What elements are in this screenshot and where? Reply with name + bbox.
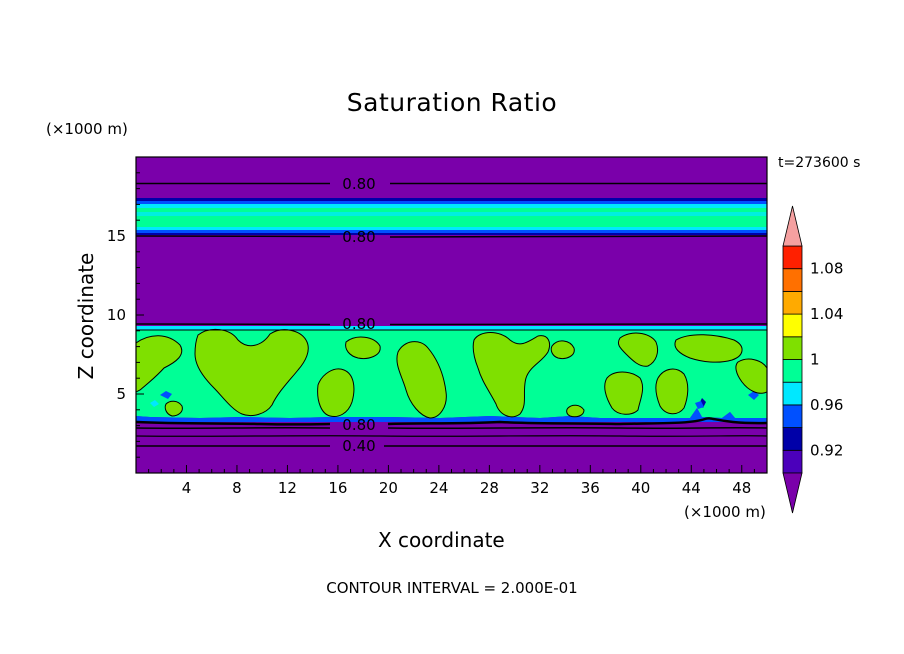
cloud-artifact-2 — [150, 400, 159, 407]
contour-label-4: 0.80 — [342, 416, 375, 434]
cloud-artifact-3 — [748, 391, 759, 400]
contour-line-z9 — [136, 323, 767, 326]
x-tick-label: 40 — [631, 479, 650, 497]
cloud-cell-4 — [345, 336, 381, 359]
contour-label-3: 0.80 — [342, 315, 375, 333]
cloud-cells — [136, 328, 767, 419]
x-tick-label: 32 — [530, 479, 549, 497]
colorbar-tick-label: 1 — [810, 351, 820, 369]
colorbar-tick-label: 1.08 — [810, 260, 843, 278]
cloud-cell-7 — [550, 340, 575, 359]
x-axis-ticks: 4 8 12 16 20 24 28 32 36 40 44 48 — [148, 465, 755, 497]
cloud-cell-2 — [194, 328, 309, 417]
x-tick-label: 20 — [379, 479, 398, 497]
x-tick-label: 8 — [232, 479, 242, 497]
colorbar-under-triangle — [782, 472, 803, 514]
colorbar-segment — [782, 290, 803, 315]
lower-dry-zone — [136, 422, 767, 473]
x-tick-label: 16 — [328, 479, 347, 497]
cloud-cell-6 — [472, 332, 551, 418]
cloud-layer-top-edge — [136, 326, 767, 330]
contour-lines — [136, 182, 767, 447]
cloud-artifact-1 — [160, 391, 172, 399]
cloud-cell-5 — [396, 341, 447, 419]
cloud-layer-bottom-edge — [136, 408, 767, 422]
cloud-cell-11 — [674, 334, 743, 363]
contour-fill-layers — [136, 157, 767, 473]
colorbar-segment — [782, 427, 803, 451]
y-tick-label: 10 — [107, 306, 126, 324]
cloud-cell-10 — [655, 368, 689, 415]
colorbar-segment — [782, 359, 803, 383]
x-tick-label: 36 — [581, 479, 600, 497]
colorbar-tick-label: 1.04 — [810, 305, 843, 323]
x-axis-unit: (×1000 m) — [684, 503, 766, 521]
cloud-cell-3 — [317, 368, 355, 417]
colorbar-segment — [782, 381, 803, 406]
upper-moist-layer — [136, 198, 767, 235]
y-axis-unit: (×1000 m) — [46, 120, 128, 138]
cloud-cell-12 — [735, 358, 767, 394]
cloud-cell-14 — [566, 404, 585, 418]
time-stamp: t=273600 s — [778, 155, 861, 171]
contour-labels: 0.80 0.80 0.80 0.80 0.40 — [342, 175, 375, 455]
x-tick-label: 24 — [429, 479, 448, 497]
colorbar: 0.92 0.96 1 1.04 1.08 — [782, 205, 843, 514]
upper-layer-band-cyan-inner — [136, 212, 767, 216]
contour-interval-note: CONTOUR INTERVAL = 2.000E-01 — [326, 579, 578, 597]
contour-line-z15 — [136, 235, 767, 238]
contour-line-z3-lower — [136, 426, 767, 430]
contour-line-z3-upper — [136, 417, 767, 426]
chart-title: Saturation Ratio — [346, 88, 558, 117]
x-tick-label: 12 — [278, 479, 297, 497]
x-axis-label: X coordinate — [378, 528, 505, 552]
colorbar-segment — [782, 404, 803, 428]
cloud-cell-8 — [604, 371, 644, 415]
x-tick-label: 4 — [182, 479, 192, 497]
y-axis-ticks: 5 10 15 — [107, 172, 144, 458]
cloud-cell-9 — [617, 332, 659, 367]
colorbar-segment — [782, 313, 803, 338]
cloud-artifact-5 — [695, 401, 704, 409]
contour-label-1: 0.80 — [342, 175, 375, 193]
colorbar-segment — [782, 268, 803, 292]
colorbar-segment — [782, 336, 803, 360]
colorbar-segment — [782, 245, 803, 270]
x-tick-label: 28 — [480, 479, 499, 497]
colorbar-tick-label: 0.96 — [810, 396, 843, 414]
colorbar-segment — [782, 449, 803, 474]
y-tick-label: 15 — [107, 227, 126, 245]
cloud-cell-1 — [136, 335, 183, 393]
colorbar-tick-label: 0.92 — [810, 441, 843, 459]
contour-label-5: 0.40 — [342, 437, 375, 455]
cloud-cell-13 — [164, 400, 183, 417]
contour-line-z2 — [136, 435, 767, 437]
x-tick-label: 48 — [732, 479, 751, 497]
y-tick-label: 5 — [116, 385, 126, 403]
upper-layer-band-green — [136, 208, 767, 227]
colorbar-over-triangle — [782, 205, 803, 247]
x-tick-label: 44 — [682, 479, 701, 497]
contour-label-2: 0.80 — [342, 228, 375, 246]
